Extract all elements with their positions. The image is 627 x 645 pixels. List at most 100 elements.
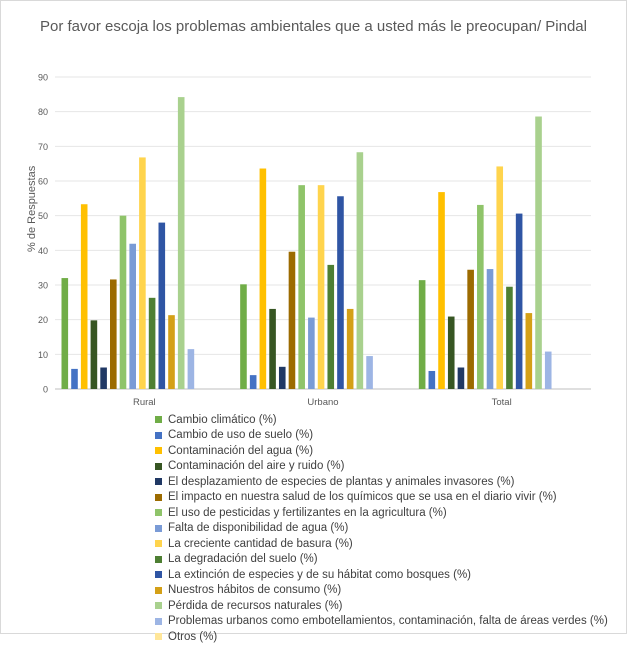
legend-label: Nuestros hábitos de consumo (%) <box>168 584 342 597</box>
bar-5-total <box>457 367 465 389</box>
y-tick-label: 60 <box>38 177 48 187</box>
legend-label: El uso de pesticidas y fertilizantes en … <box>168 506 447 519</box>
legend-item: La extinción de especies y de su hábitat… <box>155 567 625 583</box>
legend-swatch <box>155 416 162 424</box>
legend-item: La degradación del suelo (%) <box>155 552 625 568</box>
bar-14-total <box>544 351 552 389</box>
bar-9-rural <box>139 157 146 389</box>
legend-item: Otros (%) <box>155 629 625 645</box>
bar-2-total <box>428 370 436 389</box>
legend-label: Contaminación del aire y ruido (%) <box>168 460 345 473</box>
bar-14-rural <box>187 349 195 389</box>
bar-12-urbano <box>346 308 354 389</box>
legend-swatch <box>155 509 162 517</box>
legend-item: La creciente cantidad de basura (%) <box>155 536 625 552</box>
bar-8-rural <box>129 243 136 389</box>
chart-legend: Cambio climático (%) Cambio de uso de sue… <box>155 412 625 645</box>
legend-label: Cambio de uso de suelo (%) <box>168 429 314 442</box>
legend-item: Nuestros hábitos de consumo (%) <box>155 583 625 599</box>
bar-11-rural <box>158 222 166 389</box>
legend-item: Cambio climático (%) <box>155 412 625 428</box>
legend-label: Falta de disponibilidad de agua (%) <box>168 522 349 535</box>
legend-swatch <box>155 617 162 625</box>
bar-6-rural <box>110 279 117 389</box>
bar-2-rural <box>71 368 78 389</box>
bar-12-rural <box>168 315 175 389</box>
legend-label: La creciente cantidad de basura (%) <box>168 537 353 550</box>
legend-item: Falta de disponibilidad de agua (%) <box>155 521 625 537</box>
legend-item: El impacto en nuestra salud de los quími… <box>155 490 625 506</box>
bar-10-urbano <box>327 264 335 389</box>
y-tick-label: 0 <box>43 385 48 395</box>
legend-item: El desplazamiento de especies de plantas… <box>155 474 625 490</box>
legend-swatch <box>155 447 162 455</box>
bar-6-urbano <box>288 251 296 389</box>
bar-7-urbano <box>298 185 305 389</box>
legend-item: Problemas urbanos como embotellamientos,… <box>155 614 625 630</box>
bar-1-rural <box>61 278 69 389</box>
legend-label: Pérdida de recursos naturales (%) <box>168 599 343 612</box>
bar-7-total <box>477 204 484 389</box>
bar-4-rural <box>90 320 98 389</box>
legend-label: El impacto en nuestra salud de los quími… <box>168 491 557 504</box>
bar-2-urbano <box>249 375 257 389</box>
legend-item: El uso de pesticidas y fertilizantes en … <box>155 505 625 521</box>
bar-10-rural <box>148 297 156 389</box>
bar-13-urbano <box>356 152 364 389</box>
y-tick-label: 80 <box>38 107 48 117</box>
y-tick-label: 50 <box>38 211 48 221</box>
legend-swatch <box>155 633 162 641</box>
legend-swatch <box>155 555 162 563</box>
legend-label: Contaminación del agua (%) <box>168 444 314 457</box>
bar-1-urbano <box>240 284 247 389</box>
bar-6-total <box>467 269 474 389</box>
bar-9-total <box>496 166 504 389</box>
bar-13-total <box>535 116 542 390</box>
bar-5-rural <box>100 367 107 389</box>
x-category-label: Total <box>492 397 512 408</box>
legend-label: Problemas urbanos como embotellamientos,… <box>168 615 608 628</box>
x-category-label: Rural <box>133 397 156 408</box>
bar-5-urbano <box>278 366 286 389</box>
chart-plot-area: 0 10 20 30 40 50 60 70 80 90 Rural Urbano Total <box>38 73 591 408</box>
legend-swatch <box>155 431 162 439</box>
bar-3-rural <box>80 204 88 389</box>
legend-label: El desplazamiento de especies de plantas… <box>168 475 515 488</box>
legend-item: Cambio de uso de suelo (%) <box>155 428 625 444</box>
bar-11-total <box>515 213 523 389</box>
legend-swatch <box>155 462 162 470</box>
bar-8-total <box>486 269 494 389</box>
y-tick-label: 40 <box>38 246 48 256</box>
legend-swatch <box>155 524 162 532</box>
legend-label: La extinción de especies y de su hábitat… <box>168 568 472 581</box>
bar-4-urbano <box>269 308 276 389</box>
bar-3-urbano <box>259 168 267 389</box>
bar-7-rural <box>119 215 127 389</box>
bar-13-rural <box>177 97 185 390</box>
bar-1-total <box>418 280 426 389</box>
legend-swatch <box>155 602 162 610</box>
legend-item: Contaminación del agua (%) <box>155 443 625 459</box>
x-category-label: Urbano <box>307 397 338 408</box>
bar-9-urbano <box>317 185 325 389</box>
y-tick-label: 90 <box>38 73 48 83</box>
bar-12-total <box>525 313 533 389</box>
legend-label: Otros (%) <box>168 630 218 643</box>
y-tick-label: 10 <box>38 350 48 360</box>
y-tick-label: 30 <box>38 281 48 291</box>
bar-8-urbano <box>308 317 315 389</box>
bar-3-total <box>438 192 445 389</box>
bar-4-total <box>447 316 455 389</box>
legend-swatch <box>155 540 162 548</box>
chart-title: Por favor escoja los problemas ambiental… <box>40 18 587 35</box>
legend-item: Contaminación del aire y ruido (%) <box>155 459 625 475</box>
bar-10-total <box>506 286 513 389</box>
bar-14-urbano <box>366 356 373 389</box>
legend-swatch <box>155 478 162 486</box>
y-tick-label: 20 <box>38 315 48 325</box>
legend-label: La degradación del suelo (%) <box>168 553 318 566</box>
legend-label: Cambio climático (%) <box>168 413 277 426</box>
bar-11-urbano <box>337 196 344 389</box>
y-tick-label: 70 <box>38 142 48 152</box>
